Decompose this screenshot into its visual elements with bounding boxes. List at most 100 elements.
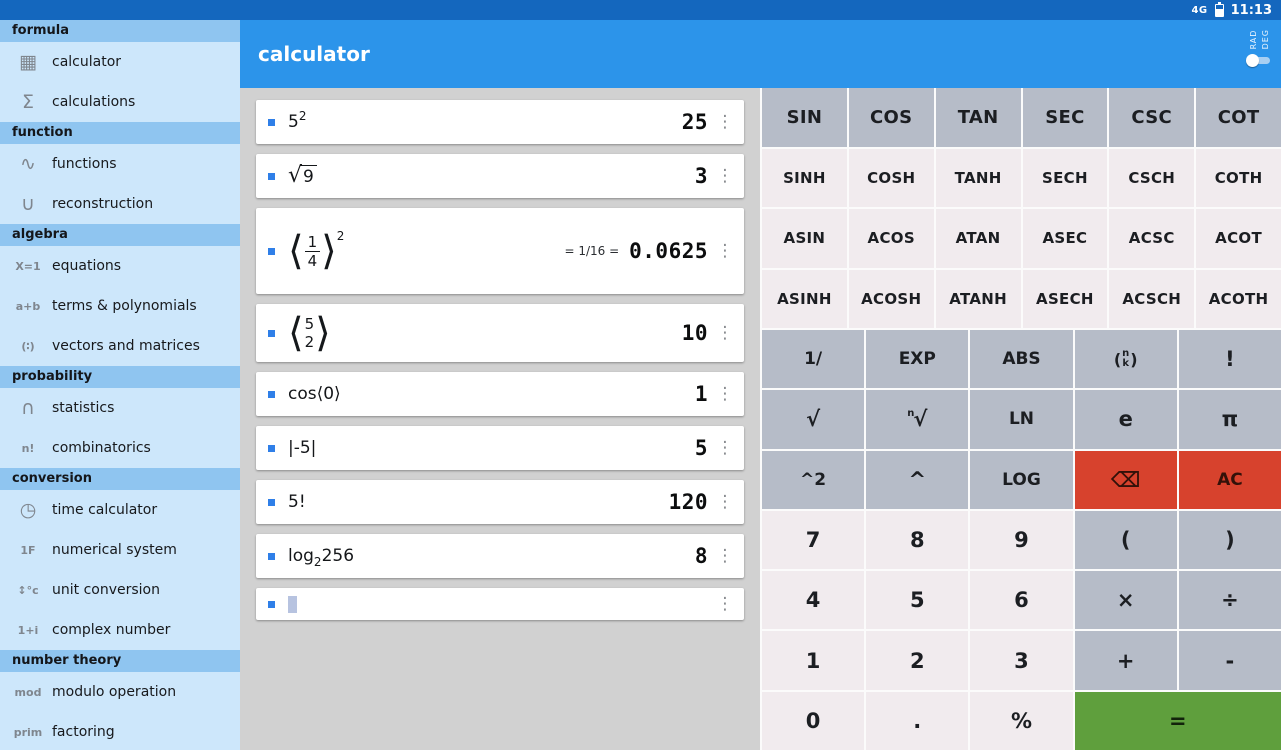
key-backspace[interactable]: ⌫ <box>1074 450 1177 509</box>
key-sech[interactable]: SECH <box>1022 148 1108 207</box>
angle-switch[interactable] <box>1246 54 1272 68</box>
key-acos[interactable]: ACOS <box>848 209 934 268</box>
key-decimal[interactable]: . <box>866 691 969 750</box>
sidebar-item-equations[interactable]: X=1 equations <box>0 246 240 286</box>
key-percent[interactable]: % <box>970 691 1073 750</box>
key-log[interactable]: LOG <box>970 450 1073 509</box>
key-3[interactable]: 3 <box>970 631 1073 690</box>
entry-menu-icon[interactable]: ⋮ <box>716 594 734 614</box>
sidebar-item-functions[interactable]: ∿ functions <box>0 144 240 184</box>
status-time: 11:13 <box>1230 2 1272 18</box>
key-asech[interactable]: ASECH <box>1022 269 1108 328</box>
entry-expression <box>288 595 708 613</box>
key-divide[interactable]: ÷ <box>1178 571 1281 630</box>
history-entry[interactable]: 5! 120 ⋮ <box>256 480 744 524</box>
entry-expression: 5! <box>288 492 669 512</box>
key-binomial[interactable]: (n k) <box>1074 330 1177 389</box>
sidebar-item-unit-conversion[interactable]: ↕°c unit conversion <box>0 570 240 610</box>
key-acosh[interactable]: ACOSH <box>848 269 934 328</box>
entry-menu-icon[interactable]: ⋮ <box>716 384 734 404</box>
key-sin[interactable]: SIN <box>762 88 847 147</box>
history-entry[interactable]: cos⟨0⟩ 1 ⋮ <box>256 372 744 416</box>
key-9[interactable]: 9 <box>970 510 1073 570</box>
key-acot[interactable]: ACOT <box>1196 209 1281 268</box>
key-0[interactable]: 0 <box>762 691 865 750</box>
sidebar-item-combinatorics[interactable]: n! combinatorics <box>0 428 240 468</box>
sidebar-item-label: vectors and matrices <box>52 338 200 354</box>
entry-menu-icon[interactable]: ⋮ <box>716 166 734 186</box>
calc-input-row[interactable]: ⋮ <box>256 588 744 620</box>
key-2[interactable]: 2 <box>866 631 969 690</box>
key-asin[interactable]: ASIN <box>762 209 847 268</box>
key-4[interactable]: 4 <box>762 571 865 630</box>
key-asinh[interactable]: ASINH <box>762 269 847 328</box>
sidebar-item-statistics[interactable]: ∩ statistics <box>0 388 240 428</box>
key-8[interactable]: 8 <box>866 510 969 570</box>
key-6[interactable]: 6 <box>970 571 1073 630</box>
key-euler[interactable]: e <box>1074 390 1177 449</box>
key-nth-root[interactable]: n √ <box>866 390 969 449</box>
history-entry[interactable]: log 2 256 8 ⋮ <box>256 534 744 578</box>
entry-menu-icon[interactable]: ⋮ <box>716 112 734 132</box>
history-entry[interactable]: |-5| 5 ⋮ <box>256 426 744 470</box>
entry-menu-icon[interactable]: ⋮ <box>716 323 734 343</box>
key-cosh[interactable]: COSH <box>848 148 934 207</box>
key-tanh[interactable]: TANH <box>935 148 1021 207</box>
sidebar-item-calculator[interactable]: ▦ calculator <box>0 42 240 82</box>
sidebar-item-modulo-operation[interactable]: mod modulo operation <box>0 672 240 712</box>
key-subtract[interactable]: - <box>1178 631 1281 690</box>
key-power[interactable]: ^ <box>866 450 969 509</box>
sidebar-item-factoring[interactable]: prim factoring <box>0 712 240 750</box>
key-open-paren[interactable]: ( <box>1074 510 1177 570</box>
history-entry[interactable]: 5 2 25 ⋮ <box>256 100 744 144</box>
key-coth[interactable]: COTH <box>1196 148 1281 207</box>
key-pi[interactable]: π <box>1178 390 1281 449</box>
key-csc[interactable]: CSC <box>1109 88 1195 147</box>
sidebar-item-reconstruction[interactable]: ∪ reconstruction <box>0 184 240 224</box>
key-asec[interactable]: ASEC <box>1022 209 1108 268</box>
key-tan[interactable]: TAN <box>935 88 1021 147</box>
key-add[interactable]: + <box>1074 631 1177 690</box>
key-7[interactable]: 7 <box>762 510 865 570</box>
key-acoth[interactable]: ACOTH <box>1196 269 1281 328</box>
key-all-clear[interactable]: AC <box>1178 450 1281 509</box>
key-cot[interactable]: COT <box>1196 88 1281 147</box>
entry-menu-icon[interactable]: ⋮ <box>716 492 734 512</box>
sidebar-item-time-calculator[interactable]: ◷ time calculator <box>0 490 240 530</box>
key-square[interactable]: ^2 <box>762 450 865 509</box>
angle-mode-toggle[interactable]: RAD DEG <box>1246 29 1272 68</box>
key-ln[interactable]: LN <box>970 390 1073 449</box>
sidebar-item-vectors-and-matrices[interactable]: (∶) vectors and matrices <box>0 326 240 366</box>
sidebar-item-terms-polynomials[interactable]: a+b terms & polynomials <box>0 286 240 326</box>
sidebar-item-complex-number[interactable]: 1+i complex number <box>0 610 240 650</box>
key-multiply[interactable]: × <box>1074 571 1177 630</box>
sidebar-item-numerical-system[interactable]: 1F numerical system <box>0 530 240 570</box>
key-atanh[interactable]: ATANH <box>935 269 1021 328</box>
key-cos[interactable]: COS <box>848 88 934 147</box>
history-entry[interactable]: √ 9 3 ⋮ <box>256 154 744 198</box>
entry-menu-icon[interactable]: ⋮ <box>716 438 734 458</box>
key-acsc[interactable]: ACSC <box>1109 209 1195 268</box>
key-acsch[interactable]: ACSCH <box>1109 269 1195 328</box>
key-5[interactable]: 5 <box>866 571 969 630</box>
key-sec[interactable]: SEC <box>1022 88 1108 147</box>
key-reciprocal[interactable]: 1/ <box>762 330 865 389</box>
key-factorial[interactable]: ! <box>1178 330 1281 389</box>
entry-result: 1 <box>694 382 708 406</box>
key-sinh[interactable]: SINH <box>762 148 847 207</box>
key-close-paren[interactable]: ) <box>1178 510 1281 570</box>
entry-menu-icon[interactable]: ⋮ <box>716 546 734 566</box>
key-sqrt[interactable]: √ <box>762 390 865 449</box>
expression-text: cos⟨0⟩ <box>288 384 341 404</box>
key-equals[interactable]: = <box>1074 691 1281 750</box>
key-1[interactable]: 1 <box>762 631 865 690</box>
key-abs[interactable]: ABS <box>970 330 1073 389</box>
equation-icon: X=1 <box>15 259 41 273</box>
key-exp[interactable]: EXP <box>866 330 969 389</box>
entry-menu-icon[interactable]: ⋮ <box>716 241 734 261</box>
history-entry[interactable]: ⟨ 5 2 ⟩ 10 ⋮ <box>256 304 744 362</box>
history-entry[interactable]: ⟨ 1 4 ⟩ 2 = 1/16 = 0.0625 ⋮ <box>256 208 744 294</box>
key-atan[interactable]: ATAN <box>935 209 1021 268</box>
key-csch[interactable]: CSCH <box>1109 148 1195 207</box>
